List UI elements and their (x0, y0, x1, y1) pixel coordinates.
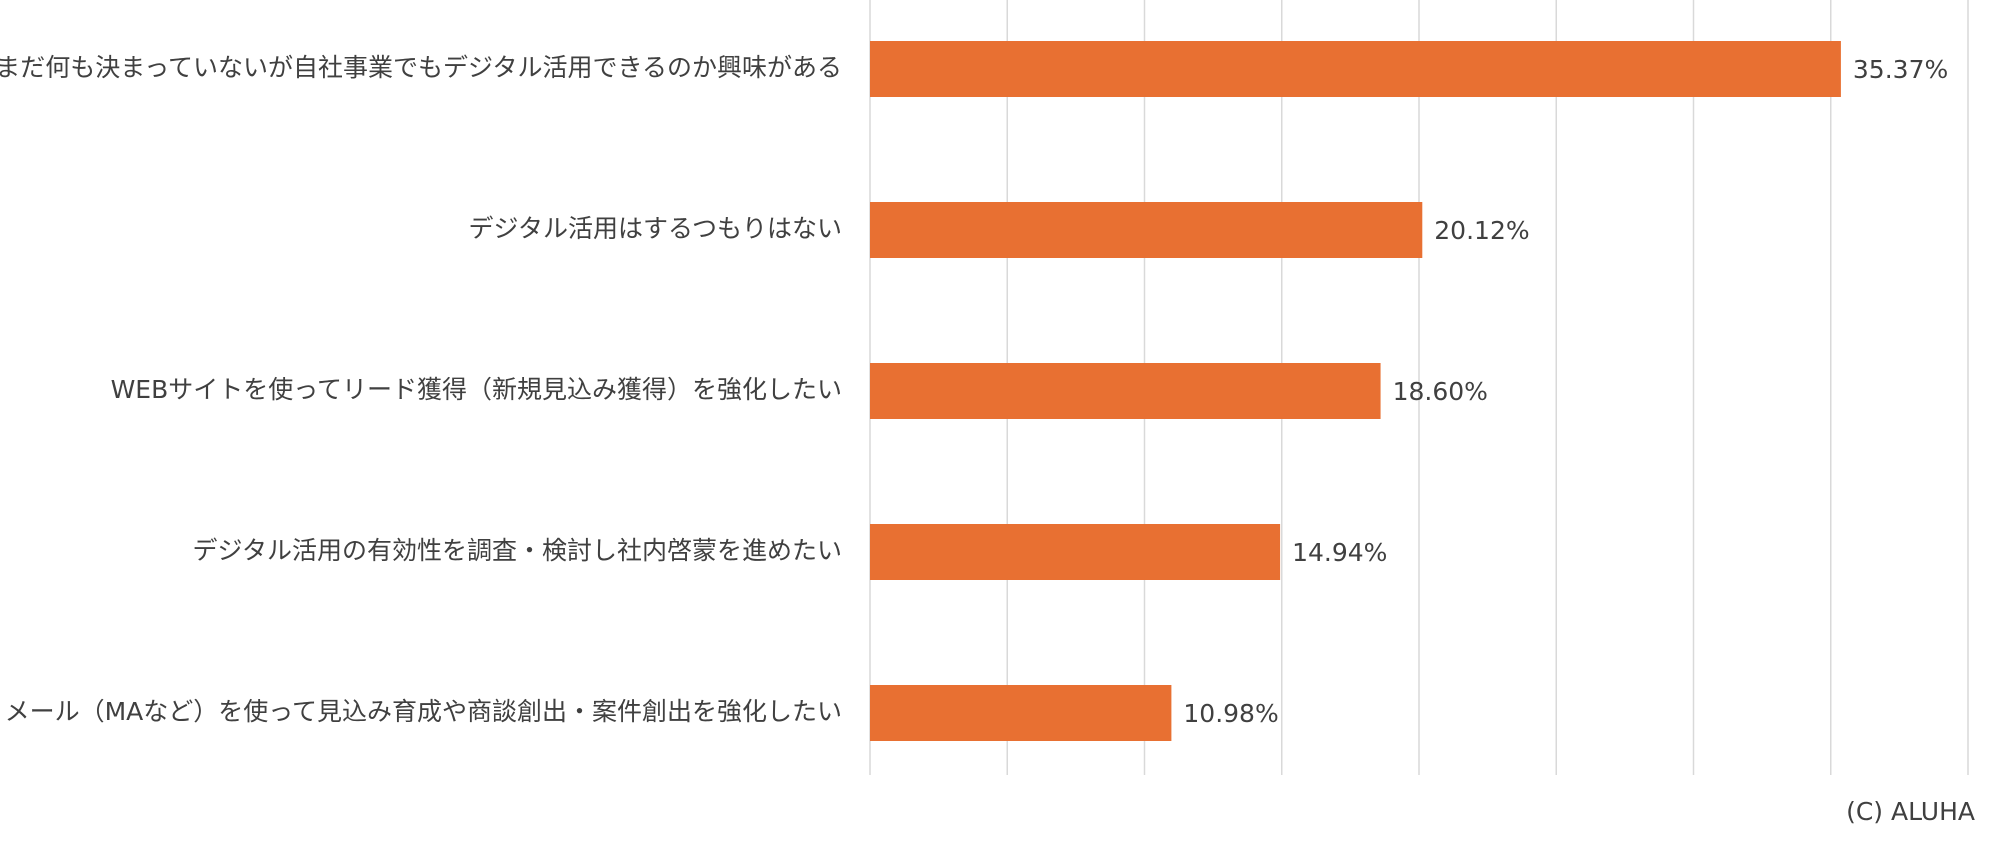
category-label: デジタル活用はするつもりはない (468, 214, 842, 243)
category-label: WEBサイトを使ってリード獲得（新規見込み獲得）を強化したい (111, 375, 842, 404)
category-label: まだ何も決まっていないが自社事業でもデジタル活用できるのか興味がある (0, 53, 842, 82)
value-label: 10.98% (1183, 699, 1278, 728)
bar (870, 41, 1841, 97)
bar (870, 685, 1172, 741)
category-label: デジタル活用の有効性を調査・検討し社内啓蒙を進めたい (192, 536, 842, 565)
value-label: 35.37% (1853, 55, 1948, 84)
category-label: メール（MAなど）を使って見込み育成や商談創出・案件創出を強化したい (5, 697, 842, 726)
bar (870, 524, 1281, 580)
bar (870, 363, 1381, 419)
value-label: 14.94% (1292, 538, 1387, 567)
value-label: 18.60% (1393, 377, 1488, 406)
copyright: (C) ALUHA (1846, 797, 1975, 826)
bar (870, 202, 1423, 258)
value-label: 20.12% (1434, 216, 1529, 245)
